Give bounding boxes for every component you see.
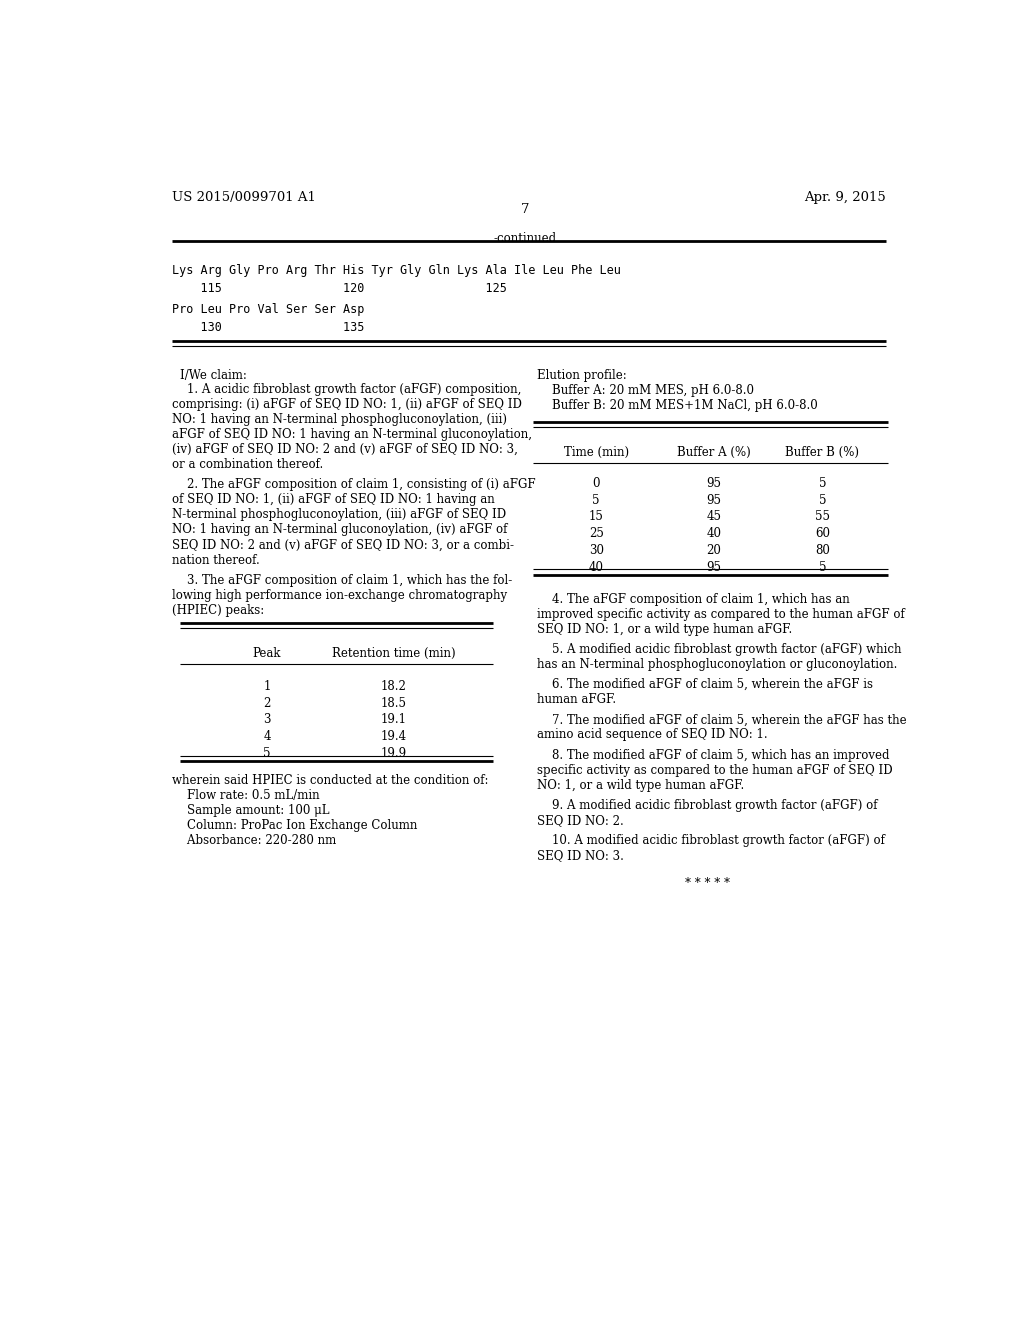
Text: 95: 95 [707, 477, 721, 490]
Text: Pro Leu Pro Val Ser Ser Asp: Pro Leu Pro Val Ser Ser Asp [172, 302, 364, 315]
Text: 19.4: 19.4 [381, 730, 407, 743]
Text: Buffer B (%): Buffer B (%) [785, 446, 859, 459]
Text: 10. A modified acidic fibroblast growth factor (aFGF) of: 10. A modified acidic fibroblast growth … [537, 834, 885, 847]
Text: 130                 135: 130 135 [172, 321, 364, 334]
Text: 5: 5 [818, 561, 826, 574]
Text: 60: 60 [815, 527, 829, 540]
Text: 2. The aFGF composition of claim 1, consisting of (i) aFGF: 2. The aFGF composition of claim 1, cons… [172, 478, 536, 491]
Text: 5: 5 [263, 747, 270, 760]
Text: human aFGF.: human aFGF. [537, 693, 615, 706]
Text: specific activity as compared to the human aFGF of SEQ ID: specific activity as compared to the hum… [537, 763, 892, 776]
Text: 3: 3 [263, 713, 270, 726]
Text: 40: 40 [589, 561, 604, 574]
Text: of SEQ ID NO: 1, (ii) aFGF of SEQ ID NO: 1 having an: of SEQ ID NO: 1, (ii) aFGF of SEQ ID NO:… [172, 494, 495, 507]
Text: 4: 4 [263, 730, 270, 743]
Text: 25: 25 [589, 527, 604, 540]
Text: 5: 5 [818, 477, 826, 490]
Text: SEQ ID NO: 2.: SEQ ID NO: 2. [537, 813, 624, 826]
Text: SEQ ID NO: 1, or a wild type human aFGF.: SEQ ID NO: 1, or a wild type human aFGF. [537, 623, 792, 636]
Text: Absorbance: 220-280 nm: Absorbance: 220-280 nm [172, 834, 336, 847]
Text: 45: 45 [707, 511, 721, 524]
Text: 5. A modified acidic fibroblast growth factor (aFGF) which: 5. A modified acidic fibroblast growth f… [537, 643, 901, 656]
Text: 40: 40 [707, 527, 721, 540]
Text: Peak: Peak [253, 647, 282, 660]
Text: comprising: (i) aFGF of SEQ ID NO: 1, (ii) aFGF of SEQ ID: comprising: (i) aFGF of SEQ ID NO: 1, (i… [172, 399, 521, 411]
Text: or a combination thereof.: or a combination thereof. [172, 458, 323, 471]
Text: amino acid sequence of SEQ ID NO: 1.: amino acid sequence of SEQ ID NO: 1. [537, 729, 767, 742]
Text: Sample amount: 100 μL: Sample amount: 100 μL [172, 804, 329, 817]
Text: 3. The aFGF composition of claim 1, which has the fol-: 3. The aFGF composition of claim 1, whic… [172, 574, 512, 586]
Text: 7. The modified aFGF of claim 5, wherein the aFGF has the: 7. The modified aFGF of claim 5, wherein… [537, 713, 906, 726]
Text: NO: 1 having an N-terminal gluconoylation, (iv) aFGF of: NO: 1 having an N-terminal gluconoylatio… [172, 524, 507, 536]
Text: -continued: -continued [494, 231, 556, 244]
Text: I/We claim:: I/We claim: [179, 368, 247, 381]
Text: 80: 80 [815, 544, 829, 557]
Text: Time (min): Time (min) [563, 446, 629, 459]
Text: 5: 5 [593, 494, 600, 507]
Text: 55: 55 [815, 511, 829, 524]
Text: Flow rate: 0.5 mL/min: Flow rate: 0.5 mL/min [172, 789, 319, 801]
Text: 18.5: 18.5 [381, 697, 407, 710]
Text: 95: 95 [707, 561, 721, 574]
Text: 19.1: 19.1 [381, 713, 407, 726]
Text: 0: 0 [593, 477, 600, 490]
Text: 1: 1 [263, 680, 270, 693]
Text: 6. The modified aFGF of claim 5, wherein the aFGF is: 6. The modified aFGF of claim 5, wherein… [537, 678, 872, 692]
Text: 7: 7 [520, 203, 529, 216]
Text: (iv) aFGF of SEQ ID NO: 2 and (v) aFGF of SEQ ID NO: 3,: (iv) aFGF of SEQ ID NO: 2 and (v) aFGF o… [172, 444, 517, 457]
Text: lowing high performance ion-exchange chromatography: lowing high performance ion-exchange chr… [172, 589, 507, 602]
Text: N-terminal phosphogluconoylation, (iii) aFGF of SEQ ID: N-terminal phosphogluconoylation, (iii) … [172, 508, 506, 521]
Text: nation thereof.: nation thereof. [172, 553, 259, 566]
Text: NO: 1 having an N-terminal phosphogluconoylation, (iii): NO: 1 having an N-terminal phosphoglucon… [172, 413, 507, 426]
Text: has an N-terminal phosphogluconoylation or gluconoylation.: has an N-terminal phosphogluconoylation … [537, 659, 897, 671]
Text: 2: 2 [263, 697, 270, 710]
Text: aFGF of SEQ ID NO: 1 having an N-terminal gluconoylation,: aFGF of SEQ ID NO: 1 having an N-termina… [172, 428, 531, 441]
Text: SEQ ID NO: 3.: SEQ ID NO: 3. [537, 849, 624, 862]
Text: Column: ProPac Ion Exchange Column: Column: ProPac Ion Exchange Column [172, 818, 417, 832]
Text: Lys Arg Gly Pro Arg Thr His Tyr Gly Gln Lys Ala Ile Leu Phe Leu: Lys Arg Gly Pro Arg Thr His Tyr Gly Gln … [172, 264, 621, 277]
Text: Buffer A (%): Buffer A (%) [677, 446, 751, 459]
Text: 19.9: 19.9 [381, 747, 407, 760]
Text: 5: 5 [818, 494, 826, 507]
Text: Elution profile:: Elution profile: [537, 368, 627, 381]
Text: 15: 15 [589, 511, 604, 524]
Text: (HPIEC) peaks:: (HPIEC) peaks: [172, 603, 264, 616]
Text: 4. The aFGF composition of claim 1, which has an: 4. The aFGF composition of claim 1, whic… [537, 593, 850, 606]
Text: 30: 30 [589, 544, 604, 557]
Text: NO: 1, or a wild type human aFGF.: NO: 1, or a wild type human aFGF. [537, 779, 744, 792]
Text: 115                 120                 125: 115 120 125 [172, 282, 507, 296]
Text: Buffer B: 20 mM MES+1M NaCl, pH 6.0-8.0: Buffer B: 20 mM MES+1M NaCl, pH 6.0-8.0 [537, 399, 817, 412]
Text: SEQ ID NO: 2 and (v) aFGF of SEQ ID NO: 3, or a combi-: SEQ ID NO: 2 and (v) aFGF of SEQ ID NO: … [172, 539, 514, 552]
Text: improved specific activity as compared to the human aFGF of: improved specific activity as compared t… [537, 607, 904, 620]
Text: Apr. 9, 2015: Apr. 9, 2015 [804, 191, 886, 203]
Text: 8. The modified aFGF of claim 5, which has an improved: 8. The modified aFGF of claim 5, which h… [537, 748, 889, 762]
Text: * * * * *: * * * * * [685, 878, 730, 890]
Text: 9. A modified acidic fibroblast growth factor (aFGF) of: 9. A modified acidic fibroblast growth f… [537, 799, 878, 812]
Text: Buffer A: 20 mM MES, pH 6.0-8.0: Buffer A: 20 mM MES, pH 6.0-8.0 [537, 384, 754, 397]
Text: Retention time (min): Retention time (min) [332, 647, 456, 660]
Text: wherein said HPIEC is conducted at the condition of:: wherein said HPIEC is conducted at the c… [172, 774, 488, 787]
Text: 18.2: 18.2 [381, 680, 407, 693]
Text: 95: 95 [707, 494, 721, 507]
Text: 20: 20 [707, 544, 721, 557]
Text: US 2015/0099701 A1: US 2015/0099701 A1 [172, 191, 315, 203]
Text: 1. A acidic fibroblast growth factor (aFGF) composition,: 1. A acidic fibroblast growth factor (aF… [172, 383, 521, 396]
